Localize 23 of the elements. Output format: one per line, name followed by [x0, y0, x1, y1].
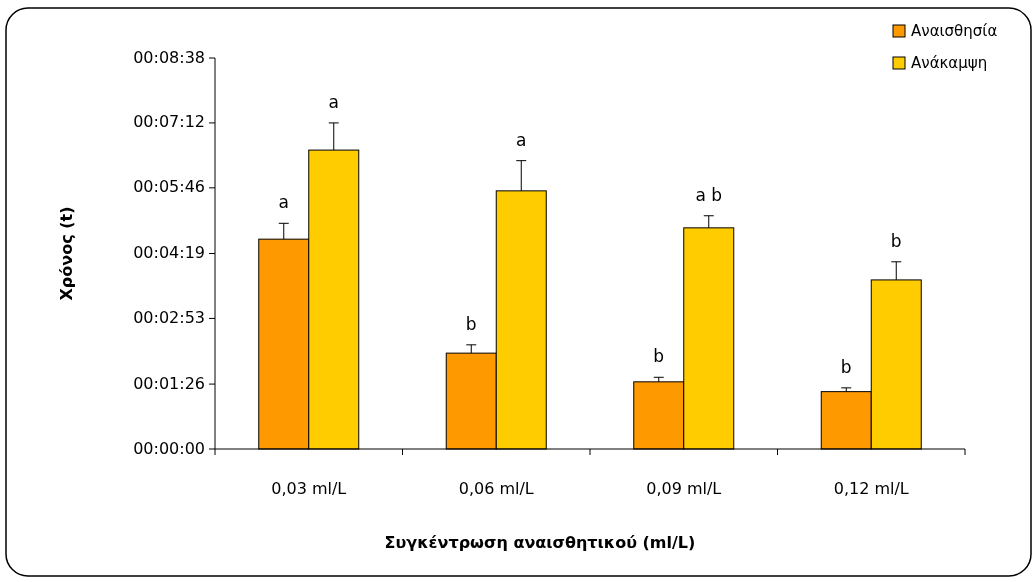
x-tick-label: 0,06 ml/L: [458, 479, 534, 498]
legend-label: Αναισθησία: [911, 22, 998, 40]
y-tick-label: 00:04:19: [133, 243, 205, 262]
x-axis-title: Συγκέντρωση αναισθητικού (ml/L): [384, 533, 696, 552]
y-axis-title: Χρόνος (t): [57, 206, 76, 301]
data-label: b: [653, 346, 665, 367]
legend-label: Ανάκαμψη: [911, 54, 988, 72]
data-label: b: [465, 313, 477, 334]
data-label: a b: [695, 184, 723, 205]
y-tick-label: 00:07:12: [133, 112, 205, 132]
x-tick-label: 0,09 ml/L: [646, 479, 722, 498]
x-tick-label: 0,12 ml/L: [833, 479, 909, 498]
data-label: a: [516, 129, 527, 150]
y-tick-label: 00:02:53: [133, 307, 205, 327]
y-tick-label: 00:01:26: [133, 373, 205, 393]
data-label: b: [840, 356, 852, 377]
data-label: a: [278, 192, 289, 213]
y-tick-label: 00:00:00: [133, 438, 205, 458]
data-label: a: [328, 91, 339, 112]
data-label: b: [890, 230, 902, 251]
y-tick-label: 00:08:38: [133, 47, 205, 67]
y-tick-label: 00:05:46: [133, 177, 205, 197]
x-tick-label: 0,03 ml/L: [271, 479, 347, 498]
